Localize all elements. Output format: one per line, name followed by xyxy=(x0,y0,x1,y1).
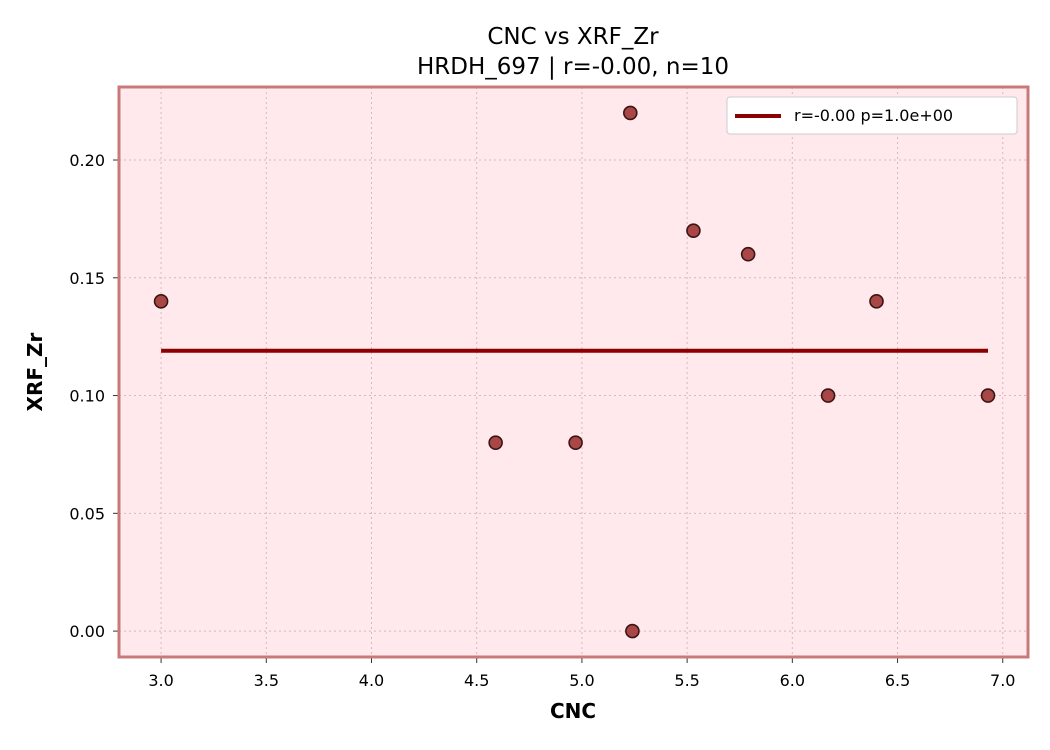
data-point xyxy=(980,388,996,403)
data-point xyxy=(686,223,701,238)
x-tick-label: 4.5 xyxy=(464,671,489,690)
data-point xyxy=(740,246,756,262)
y-tick-label: 0.00 xyxy=(69,622,105,641)
y-tick-label: 0.15 xyxy=(69,269,105,288)
plot-area xyxy=(119,87,1028,657)
data-point xyxy=(820,388,836,403)
grid xyxy=(119,87,1028,657)
data-point xyxy=(869,294,884,309)
x-tick-label: 3.0 xyxy=(148,671,173,690)
axis-ticks: 3.0 3.5 4.0 4.5 5.0 5.5 6.0 6.5 7.0 0.00 0.05 0.10 0… xyxy=(69,151,1015,690)
y-tick-label: 0.20 xyxy=(69,151,105,170)
y-axis-label: XRF_Zr xyxy=(23,332,47,411)
x-tick-label: 7.0 xyxy=(990,671,1015,690)
data-point xyxy=(568,435,583,450)
legend-box xyxy=(726,96,1018,135)
plot-frame xyxy=(117,85,1030,659)
y-tick-label: 0.05 xyxy=(69,504,105,523)
chart-subtitle: HRDH_697 | r=-0.00, n=10 xyxy=(417,54,729,80)
legend-label: r=-0.00 p=1.0e+00 xyxy=(794,106,953,125)
data-point xyxy=(625,623,640,639)
data-point xyxy=(623,105,638,121)
x-axis-label: CNC xyxy=(550,699,596,723)
points-layer xyxy=(153,105,996,639)
x-tick-label: 5.0 xyxy=(569,671,594,690)
data-point xyxy=(488,435,503,450)
x-tick-label: 3.5 xyxy=(254,671,279,690)
x-tick-label: 5.5 xyxy=(674,671,699,690)
chart-title: CNC vs XRF_Zr xyxy=(487,24,659,50)
data-point xyxy=(153,294,169,309)
legend: r=-0.00 p=1.0e+00 xyxy=(726,96,1018,135)
y-tick-label: 0.10 xyxy=(69,387,105,406)
x-tick-label: 6.5 xyxy=(885,671,910,690)
x-tick-label: 4.0 xyxy=(359,671,384,690)
x-tick-label: 6.0 xyxy=(780,671,805,690)
